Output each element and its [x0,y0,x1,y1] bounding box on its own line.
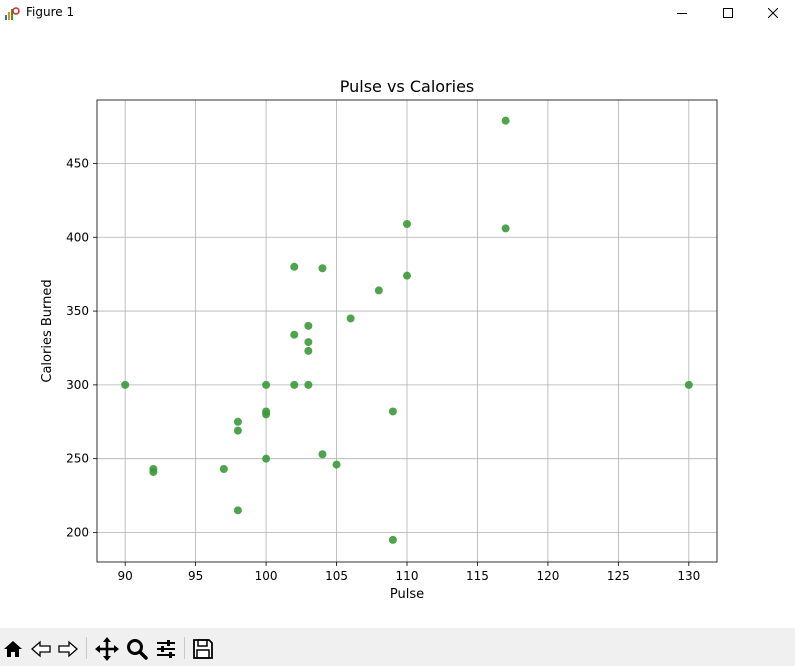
scatter-point [318,450,327,459]
scatter-point [388,535,397,544]
home-icon [4,641,22,657]
save-button[interactable] [190,636,216,662]
scatter-point [403,271,411,280]
x-tick-label: 120 [536,569,559,583]
close-icon [768,8,778,18]
scatter-point [304,346,313,355]
maximize-button[interactable] [705,0,751,26]
y-tick-label: 200 [66,525,89,539]
scatter-point [219,465,228,474]
scatter-point [290,262,299,271]
x-tick-label: 90 [118,569,133,583]
forward-icon [58,640,78,658]
configure-subplots-button[interactable] [153,636,179,662]
back-icon [31,640,51,658]
scatter-point [501,116,510,125]
x-tick-label: 130 [677,569,700,583]
y-tick-label: 450 [66,156,89,170]
scatter-point [262,380,271,389]
grid-lines [97,100,717,562]
x-tick-label: 95 [188,569,203,583]
x-axis-label: Pulse [390,587,424,602]
close-button[interactable] [750,0,795,26]
scatter-point [374,286,383,295]
scatter-point [233,506,242,515]
toolbar-separator [86,637,87,659]
y-axis-label: Calories Burned [40,279,55,382]
scatter-point [501,224,510,233]
scatter-point [262,410,271,419]
zoom-icon [127,639,148,660]
scatter-point [233,426,242,435]
pan-icon [95,637,119,661]
window-titlebar: Figure 1 [0,0,795,26]
scatter-point [262,454,271,463]
toolbar-separator [184,637,185,659]
scatter-point [290,380,299,389]
y-tick-label: 250 [66,452,89,466]
forward-button[interactable] [55,636,81,662]
scatter-chart: 90 95 100 105 110 115 120 125 130 200 250 300 350 400… [40,77,718,602]
scatter-point [403,219,411,228]
scatter-point [318,264,327,273]
minimize-icon [677,13,687,14]
scatter-point [332,460,341,469]
scatter-point [304,380,313,389]
x-tick-label: 105 [325,569,348,583]
scatter-point [290,330,299,339]
scatter-point [346,314,355,323]
home-button[interactable] [0,636,26,662]
scatter-point [304,321,313,330]
x-tick-label: 100 [255,569,278,583]
window-title: Figure 1 [26,5,75,19]
pan-button[interactable] [94,636,120,662]
scatter-point [233,417,242,426]
y-tick-label: 400 [66,230,89,244]
scatter-point [149,467,158,476]
matplotlib-figure-icon [4,5,20,21]
scatter-point [684,380,693,389]
save-icon [193,639,213,659]
zoom-button[interactable] [124,636,150,662]
chart-title: Pulse vs Calories [340,77,475,96]
configure-subplots-icon [157,640,175,658]
scatter-point [304,338,313,347]
back-button[interactable] [28,636,54,662]
y-tick-label: 300 [66,378,89,392]
figure-canvas[interactable]: 90 95 100 105 110 115 120 125 130 200 250 300 350 400… [0,26,795,628]
x-tick-label: 110 [396,569,419,583]
navigation-toolbar [0,628,795,666]
maximize-icon [723,8,733,18]
x-tick-label: 125 [607,569,630,583]
scatter-point [388,407,397,416]
x-tick-label: 115 [466,569,489,583]
axis-ticks: 90 95 100 105 110 115 120 125 130 200 250 300 350 400… [66,156,700,583]
minimize-button[interactable] [659,0,705,26]
y-tick-label: 350 [66,304,89,318]
data-points [121,116,693,544]
scatter-point [121,380,130,389]
